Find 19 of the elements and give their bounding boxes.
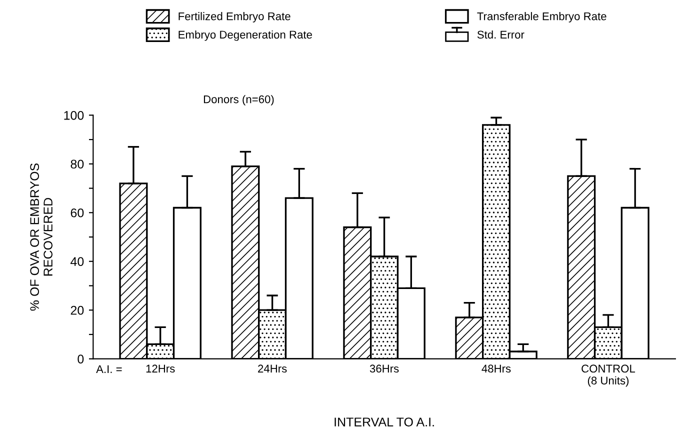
x-tick-label: 24Hrs	[258, 364, 287, 373]
y-tick-label: 20	[70, 306, 84, 315]
legend-label: Transferable Embryo Rate	[477, 12, 606, 22]
y-tick-label: 80	[70, 160, 84, 169]
legend-label: Fertilized Embryo Rate	[178, 12, 290, 22]
x-tick-label: 12Hrs	[146, 364, 175, 373]
legend-label: Embryo Degeneration Rate	[178, 30, 312, 41]
y-axis-title: % OF OVA OR EMBRYOS RECOVERED	[30, 163, 52, 311]
text: A.I. =	[96, 365, 122, 373]
x-tick-label: 36Hrs	[370, 364, 399, 373]
chart-subtitle: Donors (n=60)	[204, 95, 274, 106]
x-tick-label: 48Hrs	[482, 364, 511, 373]
y-tick-label: 40	[70, 257, 84, 266]
x-axis-title: INTERVAL TO A.I.	[334, 418, 434, 426]
y-tick-label: 60	[70, 208, 84, 218]
y-tick-label: 100	[64, 110, 84, 120]
x-tick-label: CONTROL (8 Units)	[582, 364, 636, 387]
y-tick-label: 0	[78, 354, 84, 364]
text: Std. Error	[477, 30, 524, 39]
